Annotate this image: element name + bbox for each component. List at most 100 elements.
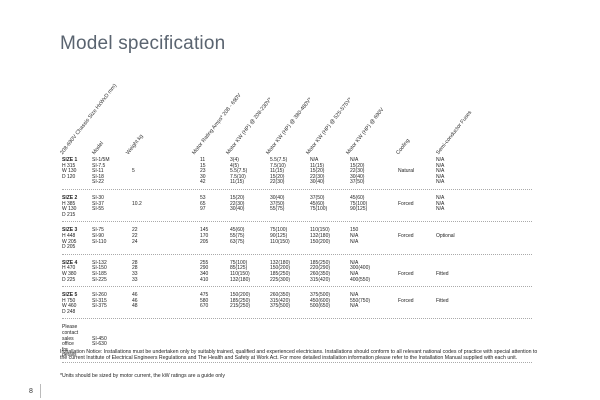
kw-230-cell: 63(75) [230,238,245,245]
size-label: W 130 [62,168,77,175]
amps-cell: 15 [200,162,206,169]
table-row: D 248 [62,308,532,316]
amps-cell: 580 [200,297,209,304]
amps-cell: 65 [200,200,206,207]
table-row: Please [62,325,532,331]
size-group: SIZE 4 SI-132 28 255 75(100) 132(180) 185(250)… [62,255,532,288]
kw-480-cell: 225(300) [270,276,291,283]
amps-cell: 145 [200,227,209,234]
kw-575-cell: 45(60) [310,200,325,207]
fuses-cell: Fitted [436,297,449,304]
kw-690-cell: 75(100) [350,200,368,207]
kw-230-cell: 7.5(10) [230,173,246,180]
size-label: D 215 [62,211,76,218]
fuses-cell: Fitted [436,270,449,277]
fuses-cell: N/A [436,168,445,175]
kw-480-cell: 315(420) [270,297,291,304]
table-row: D 205 [62,245,532,251]
kw-230-cell: 215(250) [230,303,251,310]
kw-480-cell: 150(200) [270,265,291,272]
weight-cell: 10.2 [132,200,142,207]
table-row: H 750 SI-315 46 580 185(250) 315(420) 450(600)… [62,297,532,305]
kw-690-cell: 37(50) [350,179,365,186]
kw-575-cell: 11(15) [310,162,325,169]
model-cell: SI-185 [92,270,107,277]
size-label: W 460 [62,303,77,310]
model-cell: SI-450 [92,335,107,342]
amps-cell: 53 [200,194,206,201]
model-cell: SI-630 [92,341,107,348]
size-label: sales [62,335,74,342]
weight-cell: 24 [132,238,138,245]
table-row: H 315 SI-7.5 15 4(5) 7.5(10) 11(15) 15(20) N/A [62,162,532,170]
kw-230-cell: 30(40) [230,206,245,213]
kw-230-cell: 4(5) [230,162,239,169]
table-row: SIZE 4 SI-132 28 255 75(100) 132(180) 185(250)… [62,259,532,267]
table-row: H 470 SI-150 28 290 85(125) 150(200) 220(290) 3… [62,266,532,272]
size-label: Please [62,324,78,331]
kw-480-cell: 185(250) [270,270,291,277]
fuses-cell: N/A [436,162,445,169]
table-row: W 205 SI-110 24 205 63(75) 110(150) 150(200) N/… [62,238,532,246]
kw-690-cell: N/A [350,157,359,163]
header-model: Model [91,140,106,156]
amps-cell: 290 [200,265,209,272]
size-label: W 380 [62,270,77,277]
size-label: W 205 [62,238,77,245]
kw-575-cell: 450(600) [310,297,331,304]
size-label: details [62,352,77,359]
header-chassis-size: 208-690V Chassis Size HxWxD mm) [59,82,119,156]
model-cell: SI-1/5M [92,157,110,163]
kw-575-cell: 37(50) [310,194,325,201]
amps-cell: 170 [200,232,209,239]
kw-480-cell: 7.5(10) [270,162,286,169]
model-cell: SI-315 [92,297,107,304]
amps-cell: 23 [200,168,206,175]
kw-575-cell: 220(290) [310,265,331,272]
kw-575-cell: 30(40) [310,179,325,186]
table-row: for [62,347,532,354]
fuses-cell: N/A [436,157,445,163]
kw-575-cell: 150(200) [310,238,331,245]
model-cell: SI-90 [92,232,104,239]
weight-cell: 22 [132,232,138,239]
table-row: H 385 SI-37 10.2 65 22(30) 37(50) 45(60) 75(100… [62,200,532,208]
amps-cell: 340 [200,270,209,277]
size-label: SIZE 5 [62,292,78,299]
kw-690-cell: N/A [350,270,359,277]
table-row: W 130 SI-55 97 30(40) 55(75) 75(100) 90(125) N/… [62,207,532,213]
kw-575-cell: 260(350) [310,270,331,277]
size-label: H 448 [62,232,76,239]
kw-690-cell: N/A [350,303,359,310]
kw-480-cell: 375(500) [270,303,291,310]
cooling-cell: Forced [398,297,414,304]
size-label: contact [62,330,79,337]
kw-575-cell: 500(650) [310,303,331,310]
table-row: D 225 SI-225 33 410 132(180) 225(300) 315(420)… [62,276,532,284]
page-divider [40,384,41,398]
fuses-cell: N/A [436,179,445,186]
kw-480-cell: 15(20) [270,173,285,180]
kw-230-cell: 185(250) [230,297,251,304]
model-cell: SI-18 [92,173,104,180]
amps-cell: 97 [200,206,206,213]
size-label: D 248 [62,308,76,315]
weight-cell: 22 [132,227,138,234]
table-row: sales SI-450 [62,335,532,343]
fuses-cell: N/A [436,206,445,213]
amps-cell: 30 [200,173,206,180]
weight-cell: 46 [132,297,138,304]
table-row: SIZE 5 SI-260 46 475 150(200) 260(350) 375(500… [62,292,532,299]
amps-cell: 255 [200,259,209,266]
kw-230-cell: 55(75) [230,232,245,239]
kw-230-cell: 5.5(7.5) [230,168,248,175]
kw-690-cell: N/A [350,232,359,239]
kw-690-cell: 15(20) [350,162,365,169]
kw-480-cell: 30(40) [270,194,285,201]
spec-table: SIZE 1 SI-1/5M 11 3(4) 5.5(7.5) N/A N/A N/A H 31… [62,157,532,364]
kw-480-cell: 75(100) [270,227,288,234]
weight-cell: 28 [132,259,138,266]
size-label: SIZE 3 [62,227,78,234]
kw-230-cell: 132(180) [230,276,251,283]
amps-cell: 410 [200,276,209,283]
